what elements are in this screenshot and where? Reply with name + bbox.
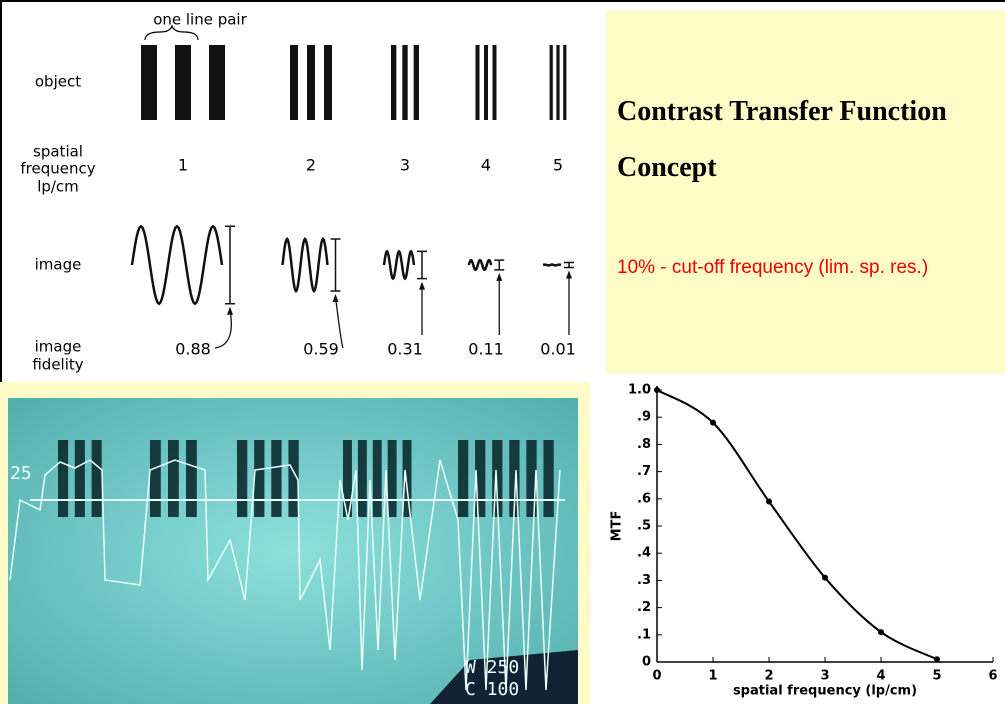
x-tick-label: 0	[652, 669, 661, 684]
phantom-bar	[543, 440, 553, 517]
image-wave	[543, 265, 561, 266]
x-tick-label: 6	[988, 669, 997, 684]
fidelity-label: 0.31	[387, 340, 423, 359]
diagram-background	[0, 0, 605, 382]
row-label: frequency	[20, 160, 95, 178]
frequency-label: 3	[400, 156, 410, 175]
data-point	[934, 656, 940, 662]
object-bar	[476, 45, 480, 120]
screen-label: W 250	[465, 657, 519, 678]
text-panel	[606, 10, 1005, 374]
data-point	[766, 499, 772, 505]
y-tick-label: .1	[637, 627, 651, 642]
object-bar	[209, 45, 225, 120]
object-bar	[484, 45, 488, 120]
panel-title: Concept	[617, 152, 717, 183]
object-bar	[402, 45, 407, 120]
object-bar	[563, 45, 566, 120]
panel-note: 10% - cut-off frequency (lim. sp. res.)	[617, 257, 928, 278]
y-tick-label: 1.0	[628, 383, 651, 398]
x-tick-label: 4	[876, 669, 885, 684]
object-bar	[391, 45, 396, 120]
chart-background	[590, 375, 1005, 704]
data-point	[822, 575, 828, 581]
phantom-bar	[92, 440, 102, 517]
object-bar	[493, 45, 497, 120]
phantom-bar	[358, 440, 367, 517]
fidelity-label: 0.88	[175, 340, 211, 359]
data-point	[710, 420, 716, 426]
phantom-bar	[186, 440, 197, 517]
object-bar	[556, 45, 559, 120]
y-tick-label: .5	[637, 519, 651, 534]
object-bar	[141, 45, 157, 120]
y-tick-label: .7	[637, 464, 651, 479]
row-label: image	[35, 256, 82, 274]
y-tick-label: .3	[637, 573, 651, 588]
label: one line pair	[153, 11, 247, 29]
phantom-bar	[150, 440, 161, 517]
row-label: fidelity	[32, 356, 83, 374]
row-label: spatial	[33, 143, 83, 161]
object-bar	[414, 45, 419, 120]
screen-label: C 100	[465, 679, 519, 700]
row-label: lp/cm	[37, 178, 79, 196]
x-tick-label: 2	[764, 669, 773, 684]
frequency-label: 2	[306, 156, 316, 175]
row-label: object	[35, 73, 81, 91]
object-bar	[175, 45, 191, 120]
phantom-bar	[75, 440, 85, 517]
data-point	[654, 387, 660, 393]
object-bar	[290, 45, 298, 120]
screen-label: 25	[10, 463, 32, 484]
y-tick-label: .4	[637, 546, 651, 561]
y-tick-label: .2	[637, 600, 651, 615]
frequency-label: 5	[553, 156, 563, 175]
object-bar	[550, 45, 553, 120]
phantom-bar	[373, 440, 382, 517]
fidelity-label: 0.59	[303, 340, 339, 359]
x-tick-label: 1	[708, 669, 717, 684]
x-tick-label: 5	[932, 669, 941, 684]
frequency-label: 4	[481, 156, 491, 175]
fidelity-label: 0.11	[468, 340, 504, 359]
slide: Contrast Transfer Function Concept 10% -…	[0, 0, 1005, 704]
object-bar	[307, 45, 315, 120]
y-tick-label: .9	[637, 410, 651, 425]
y-tick-label: .8	[637, 437, 651, 452]
y-axis-label: MTF	[610, 511, 625, 542]
y-tick-label: .6	[637, 491, 651, 506]
phantom-bar	[271, 440, 281, 517]
phantom-bar	[237, 440, 247, 517]
x-tick-label: 3	[820, 669, 829, 684]
frequency-label: 1	[178, 156, 188, 175]
phantom-bar	[168, 440, 179, 517]
object-bar	[324, 45, 332, 120]
phantom-bar	[254, 440, 264, 517]
fidelity-label: 0.01	[540, 340, 576, 359]
y-tick-label: 0	[642, 655, 651, 670]
phantom-bar	[58, 440, 68, 517]
row-label: image	[35, 338, 82, 356]
x-axis-label: spatial frequency (lp/cm)	[733, 684, 917, 699]
panel-title: Contrast Transfer Function	[617, 96, 947, 127]
data-point	[878, 629, 884, 635]
phantom-bar	[388, 440, 397, 517]
phantom-bar	[458, 440, 468, 517]
